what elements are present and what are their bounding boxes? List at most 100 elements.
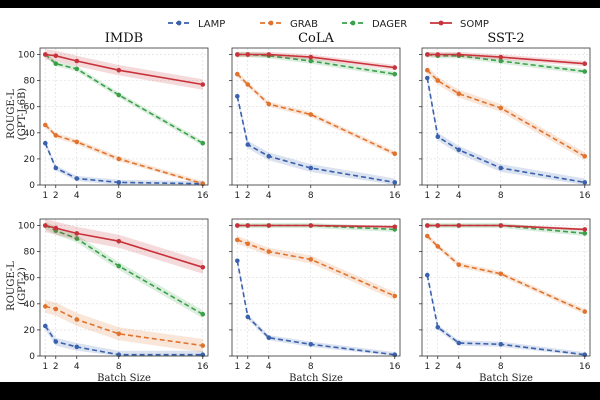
point-grab-x2 [53,306,59,312]
point-grab-x2 [245,82,251,87]
point-dager-x2 [53,61,59,66]
point-dager-x8 [308,58,314,64]
tick-label-x-1: 1 [42,362,48,372]
tick-label-x-2: 2 [245,191,251,201]
legend-entry-grab: GRAB [260,19,318,30]
tick-label-x-16: 16 [389,362,401,372]
point-somp-x16 [582,227,588,232]
point-grab-x2 [435,78,441,83]
tick-label-x-1: 1 [42,191,48,201]
tick-label-y-80: 80 [24,77,36,87]
point-somp-x2 [245,52,251,57]
tick-label-x-4: 4 [266,191,272,201]
point-dager-x16 [582,231,588,236]
point-lamp-x8 [498,342,504,347]
point-somp-x16 [392,224,398,230]
point-somp-x4 [266,52,272,57]
legend-entry-dager: DAGER [342,19,407,30]
point-somp-x1 [43,52,48,57]
point-lamp-x4 [266,154,272,159]
point-grab-x1 [235,71,240,77]
band-lamp [237,92,395,185]
point-lamp-x2 [53,165,59,171]
point-grab-x1 [425,67,430,73]
point-lamp-x2 [435,134,441,139]
tick-label-y-0: 0 [29,181,35,191]
legend-entry-somp: SOMP [430,19,489,30]
row-label-bottom-model: (GPT-2) [17,267,28,305]
point-lamp-x4 [266,335,272,341]
tick-label-x-1: 1 [424,362,430,372]
tick-label-x-4: 4 [266,362,272,372]
point-somp-x1 [425,223,430,228]
point-lamp-x1 [235,94,240,99]
point-grab-x16 [582,309,588,314]
point-dager-x8 [116,263,122,269]
tick-label-y-80: 80 [24,248,36,258]
plot-frame [231,47,401,186]
band-grab [237,71,395,157]
point-lamp-x1 [425,272,430,278]
tick-label-y-60: 60 [24,103,36,113]
tick-label-x-16: 16 [197,191,209,201]
point-grab-x4 [74,317,80,322]
row-label-bottom: ROUGE-L (GPT-2) [6,261,28,311]
point-lamp-x8 [308,342,314,347]
row-label-top-metric: ROUGE-L [6,89,17,139]
tick-label-x-1: 1 [424,191,430,201]
point-grab-x8 [116,156,122,162]
panel-imdb-r1: 0 20 40 60 80 100 1 2 4 8 16 IMDB [18,31,209,201]
band-grab [237,236,395,300]
row-label-bottom-metric: ROUGE-L [6,261,17,311]
point-somp-x8 [116,238,122,244]
row-label-top: ROUGE-L (GPT-J-6B) [6,88,28,140]
point-lamp-x16 [582,180,588,185]
plot-area [422,219,590,356]
point-dager-x4 [74,236,80,241]
tick-label-y-20: 20 [24,326,36,336]
point-somp-x4 [456,52,462,57]
point-grab-x8 [498,105,504,111]
point-somp-x16 [392,65,398,70]
point-lamp-x2 [435,325,441,330]
point-grab-x2 [435,244,441,249]
point-lamp-x1 [43,323,48,329]
tick-label-x-2: 2 [245,362,251,372]
point-grab-x8 [498,271,504,277]
point-grab-x16 [200,343,206,348]
plot-area [232,219,400,356]
point-somp-x16 [200,265,206,270]
point-grab-x4 [456,262,462,268]
band-dager [427,51,585,75]
band-somp [237,51,395,71]
point-grab-x1 [235,237,240,243]
point-dager-x16 [582,69,588,74]
point-somp-x4 [74,231,80,236]
point-somp-x8 [498,223,504,228]
tick-label-x-4: 4 [456,191,462,201]
point-somp-x4 [456,223,462,228]
legend-entry-lamp: LAMP [168,19,225,30]
point-dager-x16 [392,71,398,77]
point-grab-x4 [266,101,272,107]
point-somp-x8 [308,223,314,228]
tick-label-x-4: 4 [74,362,80,372]
point-grab-x8 [308,257,314,262]
legend-marker-grab [268,20,274,26]
band-grab [427,66,585,161]
band-dager [237,51,395,77]
plot-frame [39,47,209,186]
point-lamp-x8 [498,165,504,171]
point-dager-x8 [498,58,504,64]
point-lamp-x4 [74,176,80,181]
plot-frame [231,218,401,357]
tick-label-x-2: 2 [53,191,59,201]
tick-label-x-8: 8 [498,191,504,201]
tick-label-x-1: 1 [234,362,240,372]
point-grab-x2 [53,133,59,138]
point-dager-x4 [74,66,80,72]
point-grab-x2 [245,241,251,247]
tick-label-y-40: 40 [24,129,36,139]
point-dager-x16 [200,140,206,146]
tick-label-x-4: 4 [74,191,80,201]
